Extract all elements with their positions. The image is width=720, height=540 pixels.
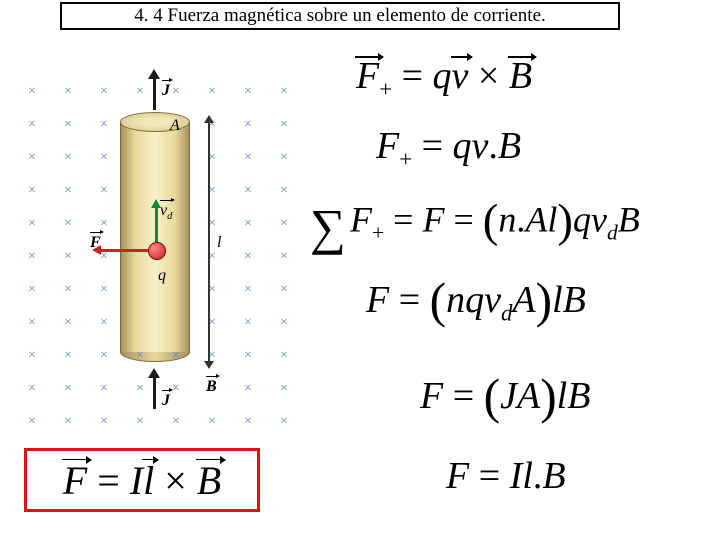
field-cross-icon: × [136,84,144,100]
field-cross-icon: × [244,117,252,133]
field-cross-icon: × [280,183,288,199]
field-cross-icon: × [28,315,36,331]
drift-velocity-arrow [155,207,158,242]
field-cross-icon: × [172,414,180,430]
current-element-diagram: × × × × × × × × × × × × × × × × × × × × × × × × × × × × × × × × × × × × × × × ×… [10,42,310,442]
field-cross-icon: × [244,249,252,265]
eq-4: F = (nqvdA)lB [366,272,586,329]
field-cross-icon: × [100,282,108,298]
field-cross-icon: × [28,216,36,232]
field-cross-icon: × [100,315,108,331]
charge-particle [148,242,166,260]
field-cross-icon: × [100,414,108,430]
field-cross-icon: × [64,183,72,199]
field-cross-icon: × [28,414,36,430]
field-cross-icon: × [136,381,144,397]
field-cross-icon: × [280,348,288,364]
title-box: 4. 4 Fuerza magnética sobre un elemento … [60,2,620,30]
field-cross-icon: × [280,84,288,100]
field-cross-icon: × [64,381,72,397]
label-q: q [158,267,166,285]
field-cross-icon: × [244,348,252,364]
field-cross-icon: × [280,216,288,232]
field-cross-icon: × [64,414,72,430]
field-cross-icon: × [244,414,252,430]
field-cross-icon: × [244,150,252,166]
field-cross-icon: × [280,282,288,298]
field-cross-icon: × [208,414,216,430]
field-cross-icon: × [100,348,108,364]
field-cross-icon: × [136,414,144,430]
field-cross-icon: × [28,282,36,298]
eq-5: F = (JA)lB [420,368,590,425]
field-cross-icon: × [64,84,72,100]
current-arrow-top [153,78,156,110]
field-cross-icon: × [100,183,108,199]
current-arrow-bottom [153,377,156,409]
field-cross-icon: × [244,183,252,199]
field-cross-icon: × [208,84,216,100]
field-cross-icon: × [28,117,36,133]
eq-6: F = Il.B [446,454,566,498]
field-cross-icon: × [64,216,72,232]
force-arrow [100,249,150,252]
field-cross-icon: × [64,249,72,265]
field-cross-icon: × [100,117,108,133]
field-cross-icon: × [280,150,288,166]
field-cross-icon: × [28,84,36,100]
field-cross-icon: × [100,84,108,100]
field-cross-icon: × [28,381,36,397]
field-cross-icon: × [172,381,180,397]
field-cross-icon: × [64,117,72,133]
label-vd: vd [160,202,172,222]
eq-result: F = Il × B [63,457,221,504]
field-cross-icon: × [244,381,252,397]
label-J-top: J [162,82,170,100]
label-A: A [170,117,180,135]
title-text: 4. 4 Fuerza magnética sobre un elemento … [134,5,546,27]
field-cross-icon: × [244,84,252,100]
field-cross-icon: × [244,315,252,331]
field-cross-icon: × [244,216,252,232]
field-cross-icon: × [64,282,72,298]
field-cross-icon: × [280,381,288,397]
field-cross-icon: × [28,348,36,364]
eq-2: F+ = qv.B [376,124,521,173]
field-cross-icon: × [64,315,72,331]
field-cross-icon: × [100,381,108,397]
conductor-cylinder [120,112,190,362]
field-cross-icon: × [280,249,288,265]
field-cross-icon: × [172,84,180,100]
eq-3: ∑F+ = F = (n.Al)qvdB [310,194,640,256]
label-B: B [206,378,217,396]
field-cross-icon: × [28,150,36,166]
result-formula-box: F = Il × B [24,448,260,512]
field-cross-icon: × [280,315,288,331]
length-dimension [208,122,210,362]
eq-1: F+ = qv × B [356,54,532,103]
label-F: F [90,234,101,252]
field-cross-icon: × [64,150,72,166]
field-cross-icon: × [100,150,108,166]
field-cross-icon: × [244,282,252,298]
field-cross-icon: × [28,183,36,199]
label-l: l [217,234,221,252]
field-cross-icon: × [64,348,72,364]
field-cross-icon: × [28,249,36,265]
label-J-bot: J [162,392,170,410]
field-cross-icon: × [280,117,288,133]
field-cross-icon: × [280,414,288,430]
